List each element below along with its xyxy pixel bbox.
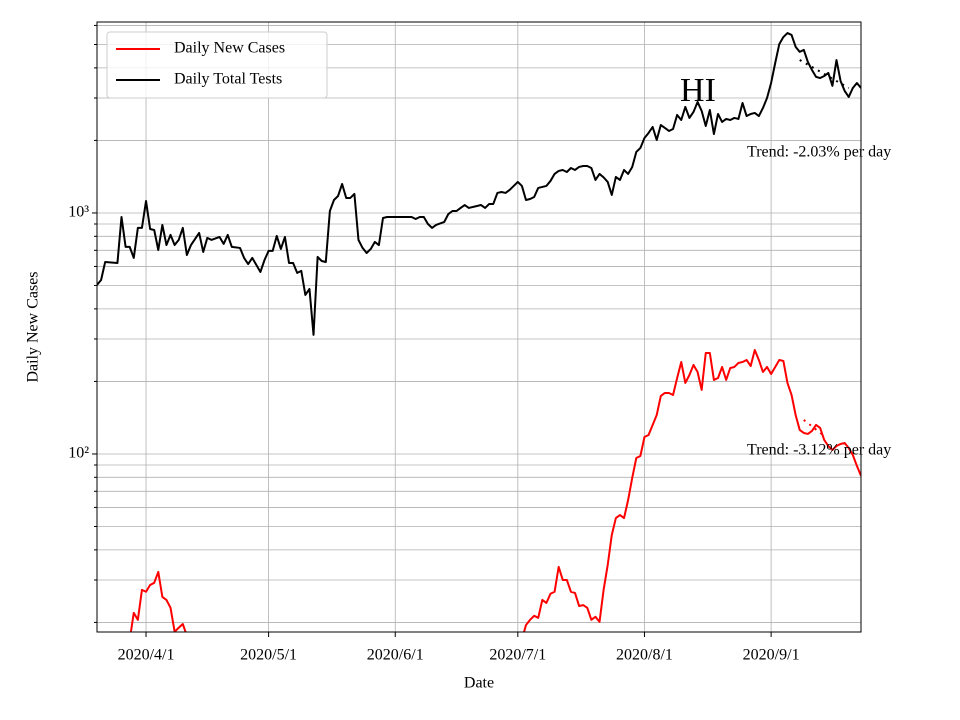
- trend-line: [803, 419, 825, 437]
- line-series: [522, 348, 861, 632]
- grid: [97, 22, 861, 632]
- line-series: [129, 570, 187, 632]
- line-series: [97, 32, 861, 336]
- x-tick-label: 2020/6/1: [367, 647, 424, 664]
- legend-label: Daily Total Tests: [174, 71, 282, 88]
- axes-frame: [96, 21, 862, 633]
- y-tick-label: 10³: [68, 204, 89, 221]
- legend: Daily New Cases Daily Total Tests: [106, 31, 328, 99]
- annotation: Trend: -3.12% per day: [747, 442, 891, 459]
- chart-title: HI: [680, 72, 716, 109]
- annotation: Trend: -2.03% per day: [747, 144, 891, 161]
- legend-box: [106, 31, 328, 99]
- y-axis-label: Daily New Cases: [25, 271, 42, 382]
- legend-label: Daily New Cases: [174, 40, 285, 57]
- x-axis-label: Date: [464, 675, 494, 692]
- x-tick-label: 2020/7/1: [489, 647, 546, 664]
- x-tick-label: 2020/4/1: [118, 647, 175, 664]
- y-tick-label: 10²: [68, 445, 89, 462]
- ticks: 2020/4/1 2020/5/1 2020/6/1 2020/7/1 2020/8/1…: [68, 24, 800, 664]
- x-tick-label: 2020/5/1: [240, 647, 297, 664]
- x-tick-label: 2020/9/1: [743, 647, 800, 664]
- x-tick-label: 2020/8/1: [616, 647, 673, 664]
- trend-line: [799, 59, 850, 89]
- plot-area: [97, 32, 861, 632]
